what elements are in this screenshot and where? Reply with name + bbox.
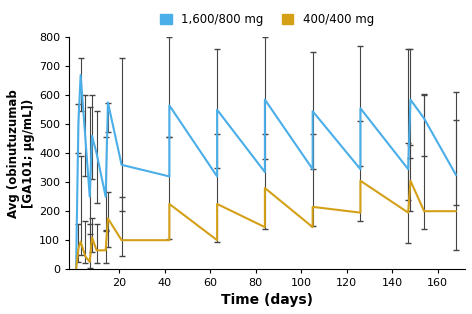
Y-axis label: Avg (obinutuzumab
[GA101; μg/mL]): Avg (obinutuzumab [GA101; μg/mL]) [7, 89, 35, 218]
Legend: 1,600/800 mg, 400/400 mg: 1,600/800 mg, 400/400 mg [155, 8, 379, 31]
X-axis label: Time (days): Time (days) [221, 293, 313, 307]
